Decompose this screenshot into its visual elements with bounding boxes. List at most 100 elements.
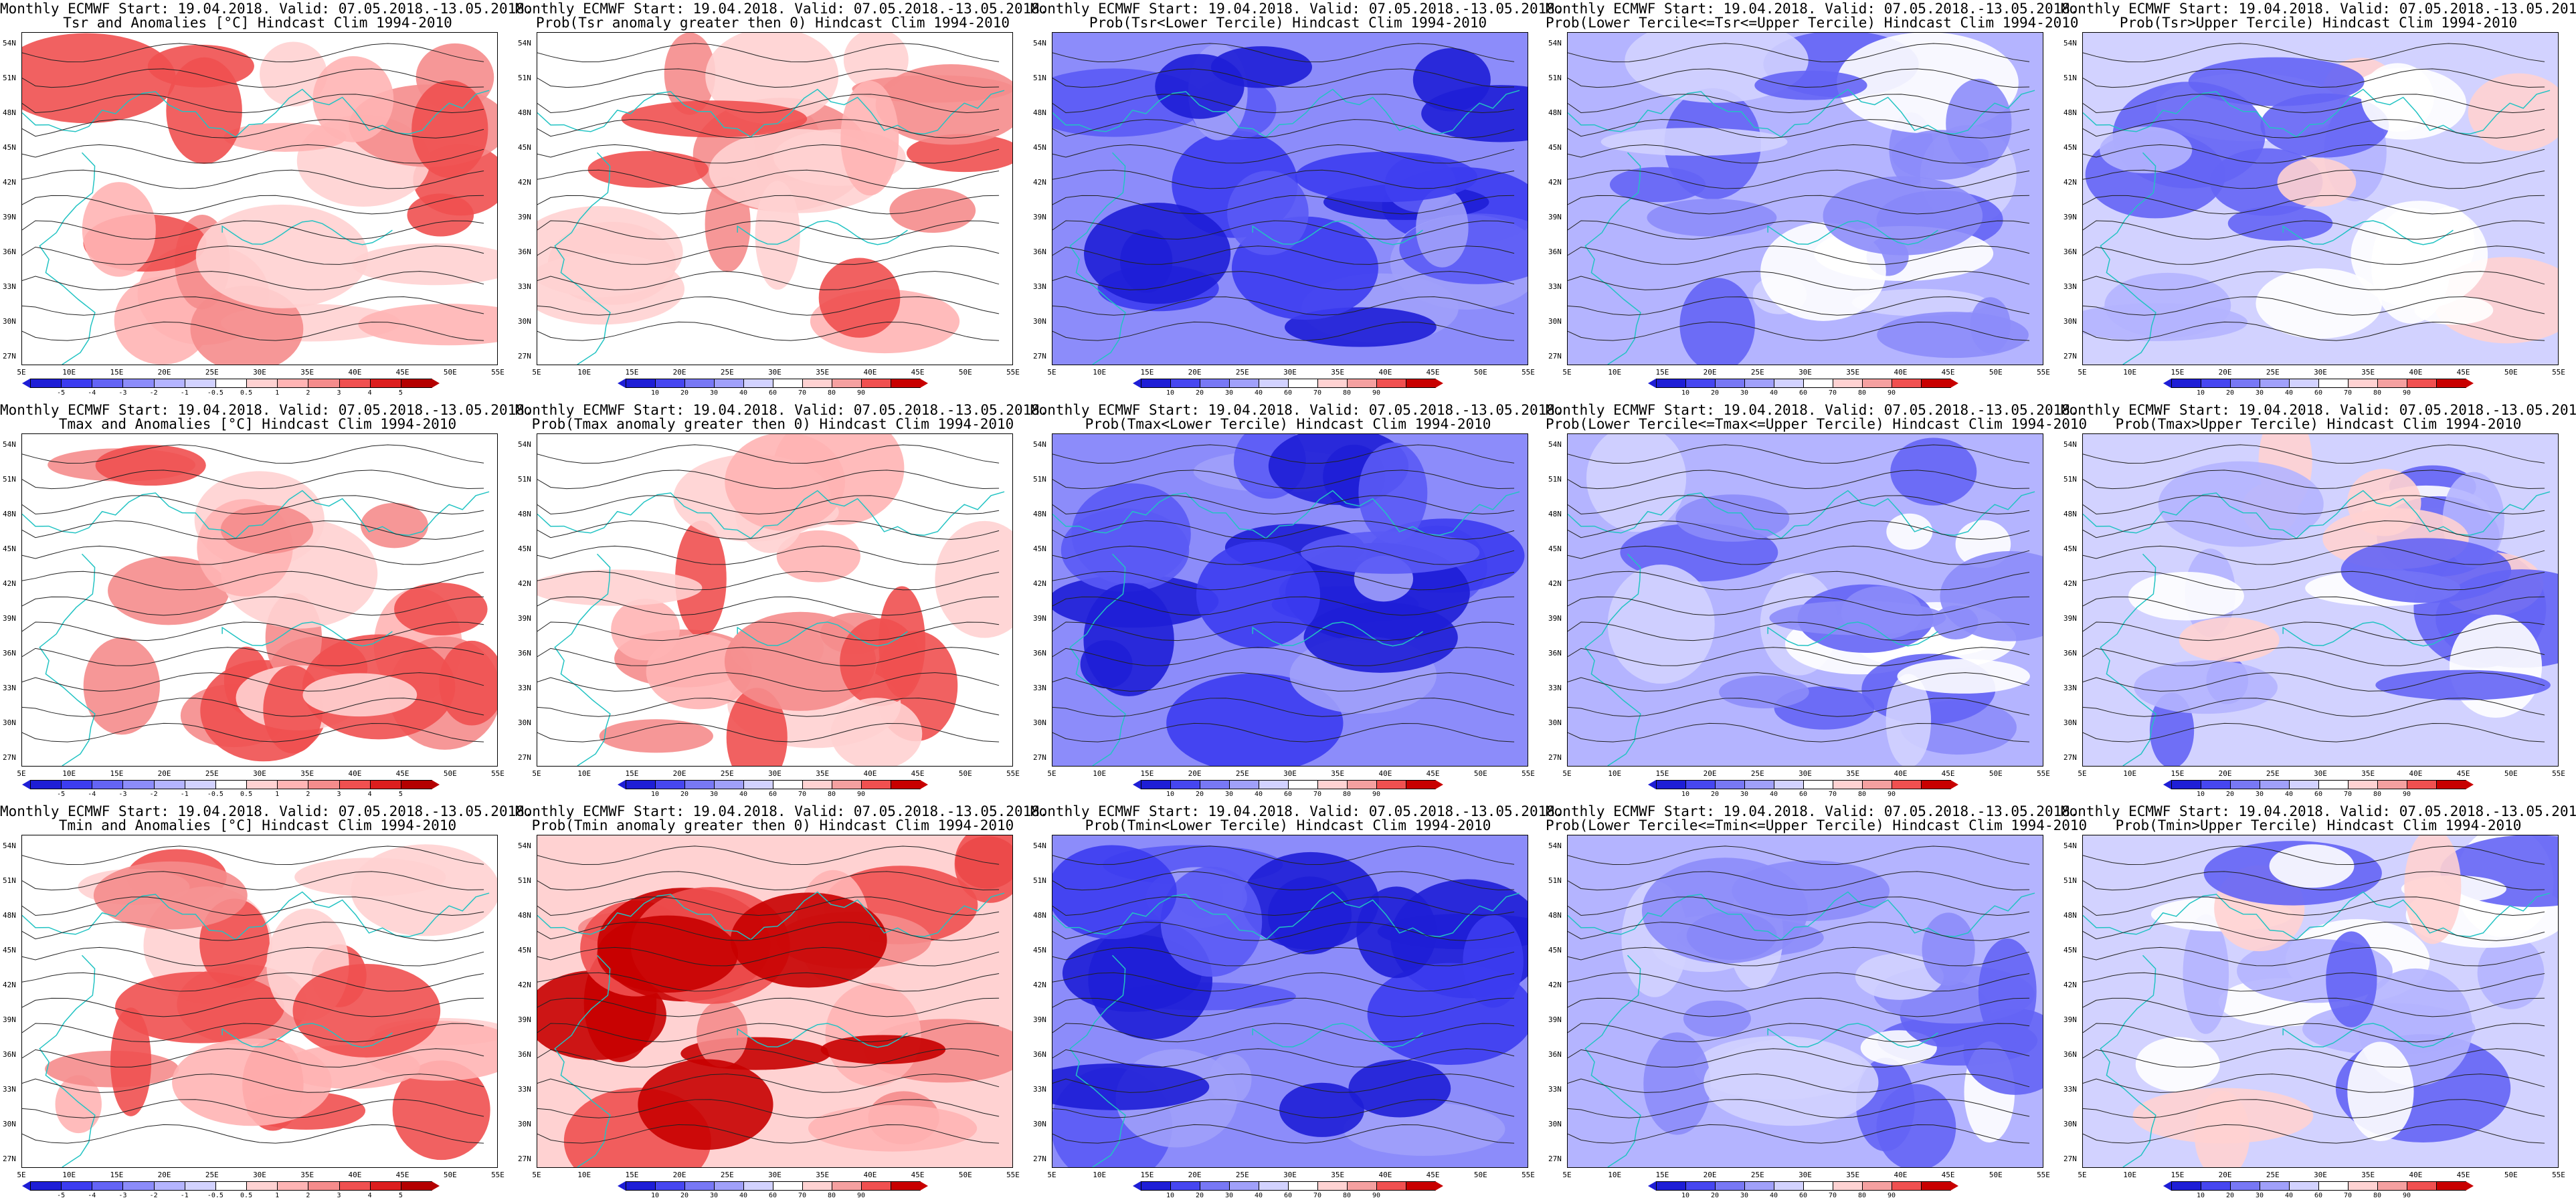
colorbar-cell: [2201, 379, 2231, 388]
colorbar-cell: [1406, 1181, 1436, 1191]
colorbar-cell: [122, 1181, 155, 1191]
colorbar-label: -2: [149, 1192, 158, 1199]
colorbar-cell: [2407, 780, 2437, 789]
lon-tick-label: 40E: [1378, 1171, 1392, 1179]
colorbar-cell: [743, 1181, 773, 1191]
colorbar-label: -2: [149, 389, 158, 397]
colorbar-cell: [2348, 780, 2378, 789]
colorbar-label: 10: [1681, 389, 1690, 397]
colorbar-label: 40: [2284, 791, 2294, 798]
colorbar-label: 90: [2402, 1192, 2411, 1199]
lon-tick-label: 30E: [2314, 368, 2327, 377]
panel-title-line1: Monthly ECMWF Start: 19.04.2018. Valid: …: [1546, 803, 2079, 819]
colorbar-label: 30: [1224, 389, 1234, 397]
map-plot: [1567, 32, 2043, 365]
lon-tick-label: 10E: [1608, 1171, 1622, 1179]
colorbar-cell: [1288, 780, 1318, 789]
lat-tick-label: 36N: [1548, 247, 1562, 256]
lon-tick-label: 50E: [2504, 1171, 2518, 1179]
shaded-field: [22, 33, 497, 365]
colorbar-label: 30: [709, 389, 719, 397]
lat-tick-label: 36N: [3, 649, 16, 658]
lat-tick-label: 45N: [1033, 143, 1046, 152]
colorbar-cell: [122, 379, 155, 388]
lon-tick-label: 20E: [672, 368, 686, 377]
lon-tick-label: 35E: [300, 1171, 314, 1179]
map-plot: [1567, 433, 2043, 767]
lon-tick-label: 55E: [491, 1171, 504, 1179]
lon-tick-label: 30E: [2314, 1171, 2327, 1179]
lat-tick-label: 33N: [1033, 684, 1046, 692]
lon-tick-label: 5E: [1047, 368, 1056, 377]
colorbar-high-triangle: [432, 780, 440, 789]
lat-tick-label: 51N: [518, 74, 531, 82]
colorbar-cell: [1259, 1181, 1289, 1191]
colorbar-high-triangle: [432, 1181, 440, 1191]
lon-tick-label: 35E: [816, 1171, 830, 1179]
colorbar-label: 70: [2343, 1192, 2353, 1199]
colorbar-cell: [2171, 780, 2201, 789]
panel-title-line2: Prob(Tmax anomaly greater then 0) Hindca…: [531, 416, 1014, 432]
colorbar-cell: [1317, 379, 1348, 388]
lat-tick-label: 36N: [1033, 1050, 1046, 1059]
colorbar-low-triangle: [2163, 379, 2171, 388]
lon-tick-label: 50E: [958, 769, 972, 778]
colorbar-cell: [2230, 379, 2260, 388]
colorbar-cell: [1200, 1181, 1230, 1191]
colorbar-label: 40: [1769, 1192, 1778, 1199]
lon-tick-label: 40E: [2409, 769, 2423, 778]
colorbar-label: 5: [398, 791, 403, 798]
lon-tick-label: 50E: [1989, 368, 2003, 377]
colorbar-cell: [30, 379, 62, 388]
colorbar-cell: [1229, 780, 1259, 789]
colorbar-cell: [773, 1181, 803, 1191]
map-plot: [537, 835, 1013, 1168]
colorbar-cell: [184, 1181, 216, 1191]
map-panel: Monthly ECMWF Start: 19.04.2018. Valid: …: [2061, 0, 2576, 401]
colorbar-cell: [2377, 780, 2407, 789]
lon-tick-label: 55E: [1006, 368, 1020, 377]
colorbar-label: 80: [2373, 389, 2382, 397]
colorbar-label: -4: [88, 791, 96, 798]
lon-tick-label: 50E: [443, 769, 457, 778]
colorbar: 10 20 30 40 60 70 80 90: [618, 1181, 928, 1199]
lon-tick-label: 10E: [577, 1171, 591, 1179]
colorbar-cell: [1141, 780, 1171, 789]
lat-tick-label: 45N: [1548, 946, 1562, 955]
colorbar-label: 40: [1769, 389, 1778, 397]
lat-tick-label: 39N: [518, 1015, 531, 1024]
colorbar-cell: [184, 379, 216, 388]
colorbar-high-triangle: [1950, 780, 1958, 789]
colorbar-cell: [861, 379, 891, 388]
lat-tick-label: 33N: [1548, 282, 1562, 291]
lat-tick-label: 30N: [1548, 718, 1562, 727]
lat-tick-label: 33N: [3, 282, 16, 291]
lat-tick-label: 42N: [3, 981, 16, 989]
colorbar-cell: [891, 1181, 921, 1191]
colorbar-low-triangle: [2163, 780, 2171, 789]
lat-tick-label: 51N: [2063, 475, 2077, 484]
colorbar-cell: [1200, 780, 1230, 789]
lat-tick-label: 39N: [518, 213, 531, 221]
lon-tick-label: 45E: [2456, 1171, 2470, 1179]
lon-tick-label: 30E: [253, 368, 266, 377]
lon-tick-label: 25E: [1750, 368, 1764, 377]
colorbar-cell: [714, 379, 744, 388]
shaded-field: [537, 33, 1012, 365]
lon-tick-label: 55E: [2037, 769, 2050, 778]
lat-tick-label: 42N: [1548, 579, 1562, 588]
colorbar-label: -1: [180, 791, 189, 798]
colorbar-label: 70: [798, 1192, 807, 1199]
map-plot: [1052, 835, 1528, 1168]
lon-tick-label: 50E: [443, 1171, 457, 1179]
colorbar-cell: [2260, 780, 2290, 789]
colorbar-cell: [2260, 379, 2290, 388]
lat-tick-label: 42N: [1033, 579, 1046, 588]
lat-tick-label: 36N: [3, 247, 16, 256]
lon-tick-label: 15E: [110, 769, 124, 778]
colorbar-label: 30: [709, 1192, 719, 1199]
lat-tick-label: 33N: [3, 684, 16, 692]
colorbar-high-triangle: [1950, 379, 1958, 388]
colorbar-label: 0.5: [240, 791, 253, 798]
colorbar-cell: [1259, 379, 1289, 388]
